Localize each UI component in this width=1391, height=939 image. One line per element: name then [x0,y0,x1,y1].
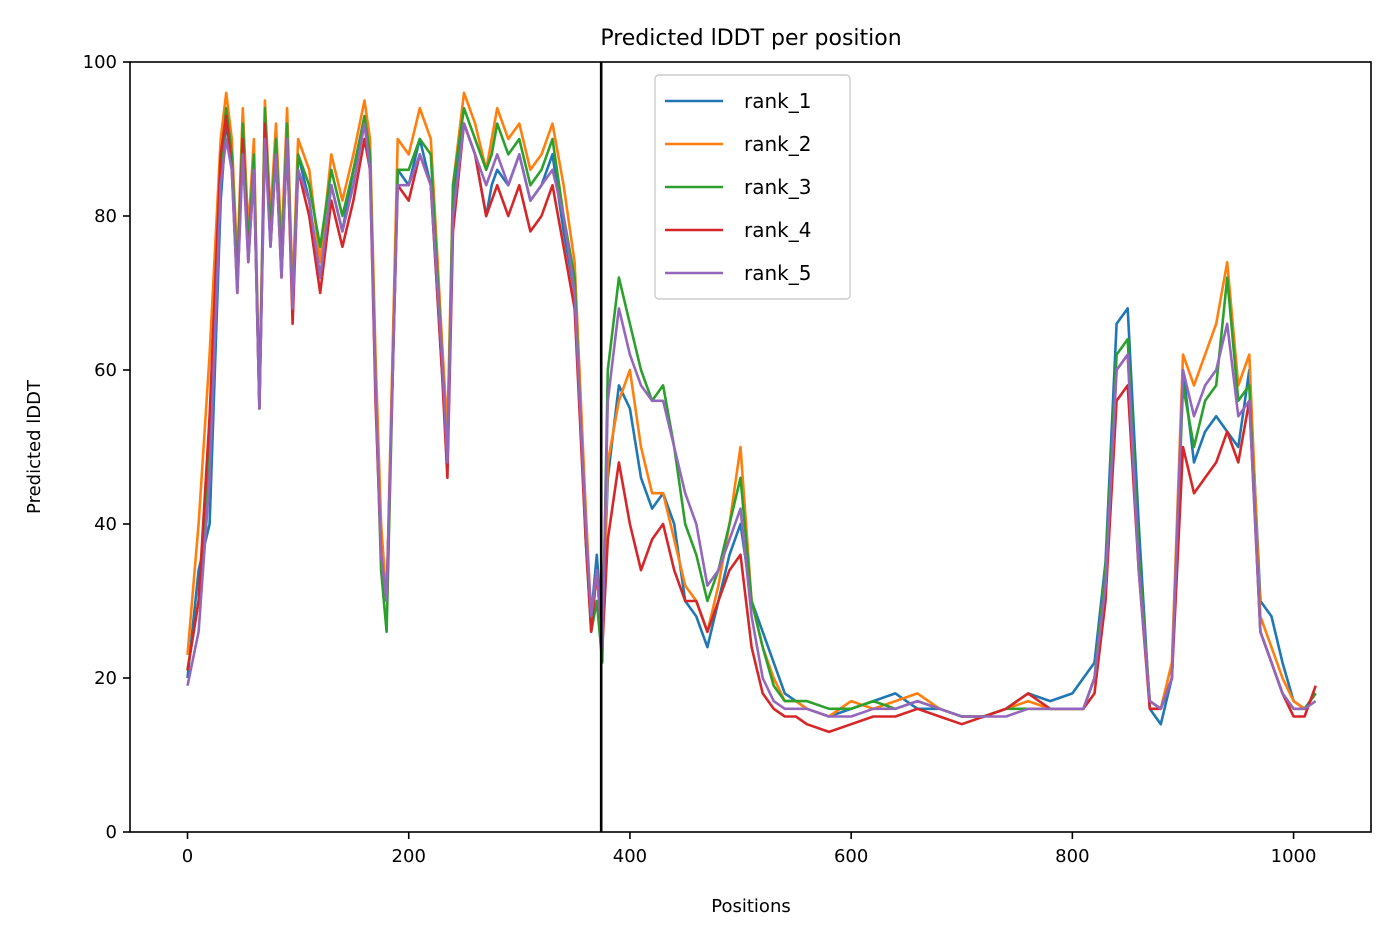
y-tick-label: 20 [94,668,117,689]
legend: rank_1 rank_2 rank_3 rank_4 rank_5 [654,74,851,300]
y-axis-label: Predicted lDDT [24,379,45,514]
series-line-rank-5 [186,122,1317,718]
y-tick-label: 40 [94,514,117,535]
y-tick-label: 0 [106,822,117,843]
axes-frame [129,61,1372,833]
y-tick-label: 60 [94,360,117,381]
series-line-rank-3 [186,106,1317,718]
y-tick-label: 100 [83,52,117,73]
x-tick-label: 0 [182,846,193,867]
plot-area [186,62,1317,832]
x-tick-label: 600 [834,846,868,867]
legend-box [654,74,851,300]
legend-label-rank-4: rank_4 [744,218,811,242]
axes: 0 200 400 600 800 1000 0 20 40 60 80 100 [83,52,1372,867]
chart-title: Predicted lDDT per position [600,26,901,51]
x-tick-label: 400 [613,846,647,867]
x-tick-label: 800 [1055,846,1089,867]
legend-label-rank-5: rank_5 [744,261,811,285]
y-tick-label: 80 [94,206,117,227]
x-axis-label: Positions [711,896,790,917]
legend-label-rank-2: rank_2 [744,132,811,156]
x-tick-label: 200 [392,846,426,867]
legend-label-rank-3: rank_3 [744,175,811,199]
legend-label-rank-1: rank_1 [744,89,811,113]
x-tick-label: 1000 [1271,846,1317,867]
